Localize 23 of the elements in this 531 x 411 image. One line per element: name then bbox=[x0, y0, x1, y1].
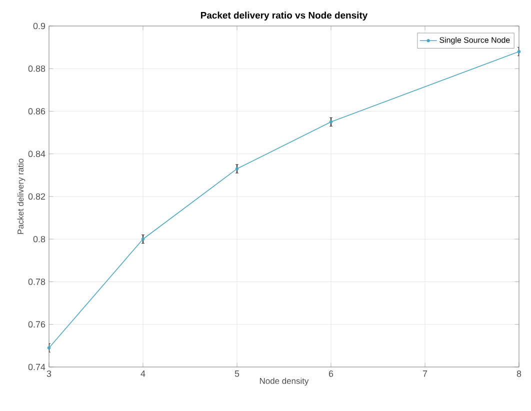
x-axis-title: Node density bbox=[260, 378, 309, 386]
x-tick-label: 7 bbox=[422, 370, 428, 377]
y-tick-label: 0.82 bbox=[28, 193, 46, 200]
y-axis-title: Packet delivery ratio bbox=[17, 158, 26, 234]
y-tick-label: 0.8 bbox=[33, 236, 46, 242]
x-tick-label: 4 bbox=[140, 370, 146, 377]
point bbox=[47, 346, 51, 350]
point bbox=[235, 167, 239, 170]
x-tick-label: 5 bbox=[234, 370, 240, 377]
point bbox=[517, 50, 521, 54]
x-tick-label: 6 bbox=[328, 370, 334, 377]
y-tick-label: 0.88 bbox=[28, 65, 46, 72]
y-tick-label: 0.9 bbox=[33, 22, 46, 30]
y-tick-label: 0.78 bbox=[28, 278, 46, 285]
chart-title: Packet delivery ratio vs Node density bbox=[201, 12, 368, 21]
y-tick-label: 0.84 bbox=[28, 150, 46, 158]
y-tick-label: 0.76 bbox=[28, 321, 46, 328]
y-tick-label: 0.86 bbox=[28, 108, 46, 114]
x-tick-label: 3 bbox=[46, 370, 52, 377]
x-tick-label: 8 bbox=[516, 370, 522, 377]
point bbox=[329, 120, 333, 124]
y-tick-label: 0.74 bbox=[28, 364, 46, 370]
point bbox=[141, 238, 145, 241]
